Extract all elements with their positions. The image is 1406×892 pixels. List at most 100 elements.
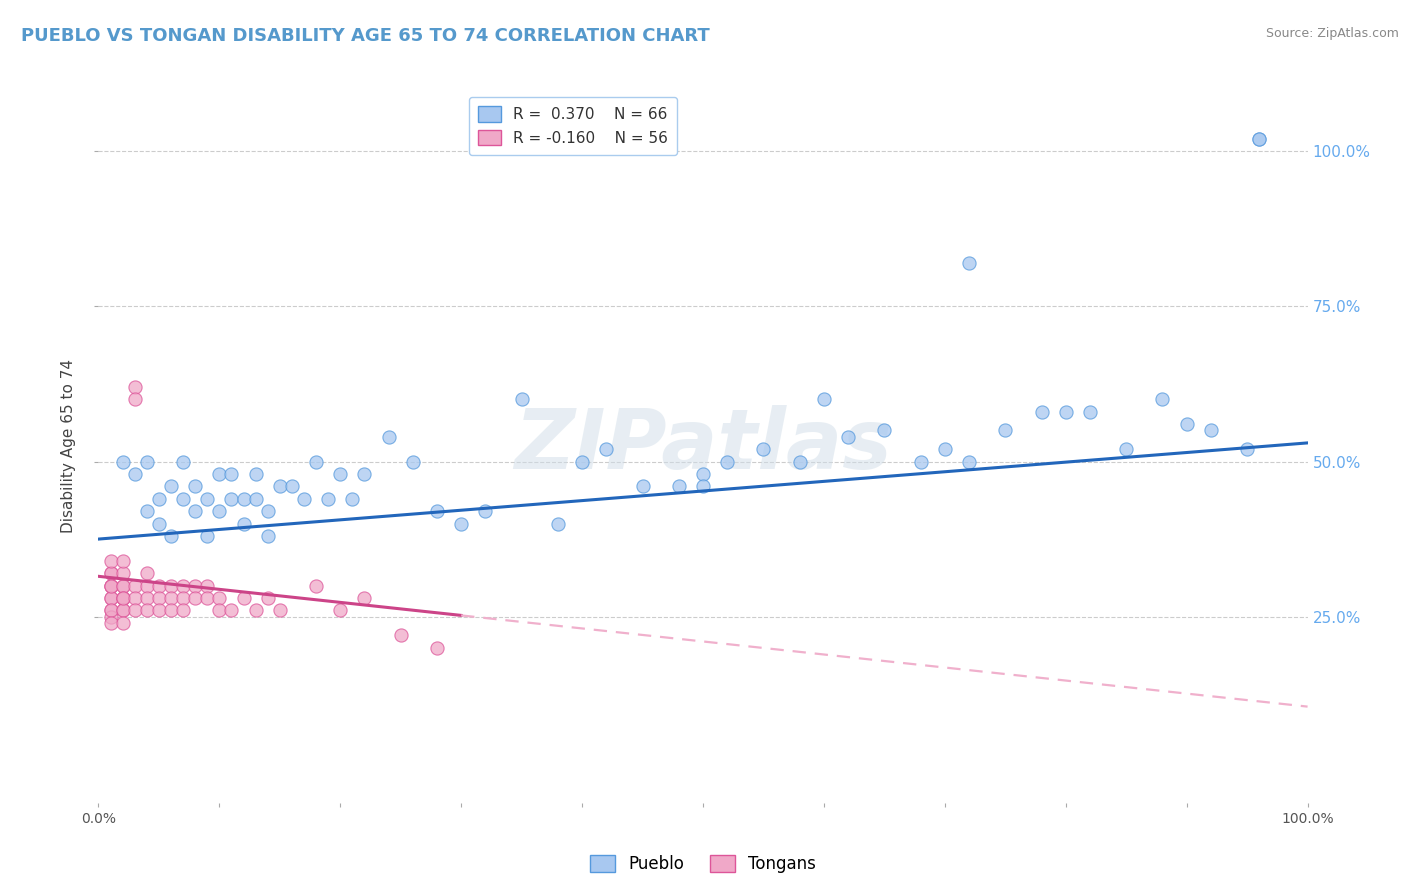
Point [148,516,170,531]
Point [111,566,134,581]
Point [184,504,207,518]
Point [510,392,533,407]
Point [1199,424,1222,438]
Point [1175,417,1198,432]
Point [221,491,243,506]
Point [100,579,122,593]
Point [934,442,956,456]
Point [160,603,183,617]
Point [111,603,134,617]
Point [256,529,278,543]
Point [160,529,183,543]
Point [148,491,170,506]
Point [668,479,690,493]
Point [232,491,254,506]
Point [124,591,146,605]
Point [1236,442,1258,456]
Point [172,491,194,506]
Point [172,579,194,593]
Point [160,591,183,605]
Point [124,579,146,593]
Point [111,454,134,468]
Point [135,454,157,468]
Point [232,516,254,531]
Point [100,603,122,617]
Point [269,479,291,493]
Point [692,479,714,493]
Point [100,579,122,593]
Point [353,467,375,481]
Point [124,392,146,407]
Point [111,591,134,605]
Point [221,467,243,481]
Point [873,424,896,438]
Point [813,392,835,407]
Point [245,603,267,617]
Point [124,467,146,481]
Point [329,603,352,617]
Point [1249,132,1271,146]
Point [426,640,449,655]
Point [571,454,593,468]
Point [195,591,218,605]
Point [172,454,194,468]
Point [389,628,412,642]
Point [426,504,449,518]
Point [160,579,183,593]
Text: ZIPatlas: ZIPatlas [515,406,891,486]
Point [245,491,267,506]
Point [994,424,1017,438]
Point [100,615,122,630]
Point [957,256,980,270]
Point [789,454,811,468]
Point [100,554,122,568]
Point [160,479,183,493]
Point [195,579,218,593]
Point [450,516,472,531]
Point [1054,405,1077,419]
Point [232,591,254,605]
Point [957,454,980,468]
Point [135,504,157,518]
Point [281,479,304,493]
Point [111,591,134,605]
Point [256,591,278,605]
Point [135,591,157,605]
Point [135,603,157,617]
Point [184,479,207,493]
Point [208,467,231,481]
Point [100,591,122,605]
Text: Source: ZipAtlas.com: Source: ZipAtlas.com [1265,27,1399,40]
Point [1152,392,1174,407]
Point [1249,132,1271,146]
Point [269,603,291,617]
Point [172,591,194,605]
Point [111,579,134,593]
Point [111,603,134,617]
Point [135,579,157,593]
Point [1115,442,1137,456]
Point [402,454,425,468]
Legend: Pueblo, Tongans: Pueblo, Tongans [583,848,823,880]
Point [100,566,122,581]
Point [305,454,328,468]
Point [208,591,231,605]
Point [111,591,134,605]
Point [716,454,738,468]
Point [547,516,569,531]
Point [100,579,122,593]
Point [1078,405,1101,419]
Point [100,603,122,617]
Y-axis label: Disability Age 65 to 74: Disability Age 65 to 74 [60,359,76,533]
Point [752,442,775,456]
Point [135,566,157,581]
Point [195,491,218,506]
Point [111,579,134,593]
Point [184,591,207,605]
Point [910,454,932,468]
Point [342,491,364,506]
Point [377,430,399,444]
Point [1031,405,1053,419]
Point [148,603,170,617]
Point [124,380,146,394]
